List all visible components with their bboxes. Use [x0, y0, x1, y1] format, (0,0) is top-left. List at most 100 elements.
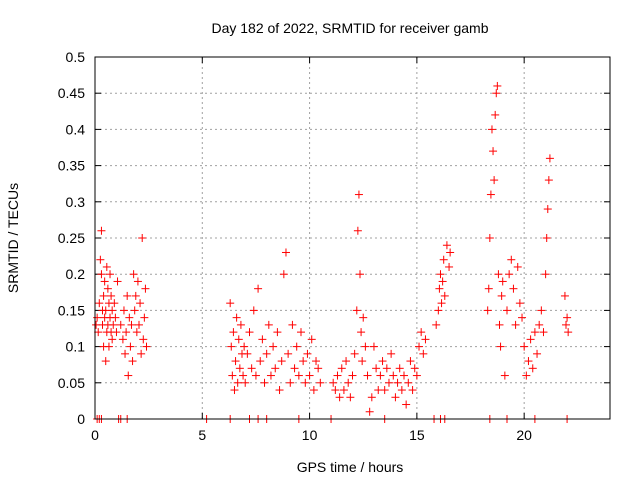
- data-point: [119, 306, 128, 315]
- data-point: [491, 110, 500, 119]
- data-point: [436, 270, 445, 279]
- y-tick-label: 0.45: [58, 85, 85, 101]
- data-point: [445, 262, 454, 271]
- data-point: [363, 371, 372, 380]
- y-tick-label: 0.15: [58, 302, 85, 318]
- data-point: [402, 400, 411, 409]
- data-point: [415, 342, 424, 351]
- data-point: [535, 320, 544, 329]
- data-point: [357, 328, 366, 337]
- data-point: [307, 335, 316, 344]
- data-point: [389, 371, 398, 380]
- data-point: [125, 313, 134, 322]
- data-point: [342, 357, 351, 366]
- data-point: [537, 306, 546, 315]
- data-point: [228, 371, 237, 380]
- data-point: [97, 270, 106, 279]
- data-point: [354, 190, 363, 199]
- data-point: [111, 313, 120, 322]
- data-point: [258, 335, 267, 344]
- y-tick-label: 0.35: [58, 158, 85, 174]
- data-point: [333, 371, 342, 380]
- data-point: [446, 248, 455, 257]
- data-point: [264, 320, 273, 329]
- data-point: [494, 270, 503, 279]
- data-point: [126, 342, 135, 351]
- data-point: [286, 378, 295, 387]
- data-point: [492, 89, 501, 98]
- data-point: [344, 378, 353, 387]
- data-point: [271, 364, 280, 373]
- data-point: [352, 306, 361, 315]
- data-point: [93, 313, 102, 322]
- data-point: [509, 284, 518, 293]
- data-point: [140, 313, 149, 322]
- data-point: [518, 313, 527, 322]
- data-point: [417, 328, 426, 337]
- data-point: [522, 371, 531, 380]
- data-point: [95, 299, 104, 308]
- data-point: [241, 378, 250, 387]
- data-point: [503, 306, 511, 315]
- x-tick-label: 15: [409, 427, 425, 443]
- data-point: [435, 284, 444, 293]
- data-point: [139, 335, 148, 344]
- data-point: [539, 328, 548, 337]
- data-point: [102, 262, 111, 271]
- data-point: [245, 328, 254, 337]
- data-point: [439, 255, 448, 264]
- data-point: [231, 357, 240, 366]
- data-point: [116, 320, 125, 329]
- data-point: [122, 328, 131, 337]
- data-point: [391, 393, 400, 402]
- data-point: [277, 357, 286, 366]
- data-point: [129, 270, 138, 279]
- y-tick-label: 0: [77, 411, 85, 427]
- data-point: [138, 234, 147, 242]
- data-point: [359, 313, 368, 322]
- data-point: [432, 320, 441, 329]
- data-point: [410, 364, 419, 373]
- data-point: [232, 313, 241, 322]
- data-point: [545, 154, 554, 163]
- data-point: [305, 371, 314, 380]
- y-axis-label: SRMTID / TECUs: [5, 183, 21, 293]
- data-point: [541, 270, 550, 279]
- data-point: [419, 349, 428, 358]
- data-point: [284, 349, 293, 358]
- data-point: [101, 357, 110, 366]
- data-point: [500, 371, 509, 380]
- data-point: [303, 349, 312, 358]
- data-point: [361, 342, 370, 351]
- data-point: [240, 342, 249, 351]
- y-tick-label: 0.3: [66, 194, 86, 210]
- data-point: [348, 371, 357, 380]
- y-tick-label: 0.2: [66, 266, 86, 282]
- data-point: [104, 342, 113, 351]
- data-point: [314, 364, 323, 373]
- data-point: [260, 378, 269, 387]
- data-point: [236, 320, 245, 329]
- data-point: [562, 320, 571, 329]
- data-point: [564, 328, 573, 337]
- data-point: [384, 378, 393, 387]
- data-point: [230, 386, 239, 395]
- data-point: [131, 291, 140, 300]
- data-point: [251, 371, 260, 380]
- x-tick-label: 10: [302, 427, 318, 443]
- data-point: [484, 284, 493, 293]
- data-point: [496, 342, 505, 351]
- data-point: [108, 335, 117, 344]
- data-point: [526, 335, 535, 344]
- data-point: [520, 342, 529, 351]
- data-point: [109, 320, 118, 329]
- data-point: [544, 176, 553, 185]
- grid: [95, 57, 610, 419]
- data-point: [110, 299, 119, 308]
- x-tick-label: 0: [91, 427, 99, 443]
- data-point: [543, 205, 552, 214]
- data-point: [434, 306, 443, 315]
- data-point: [94, 328, 103, 337]
- data-point: [254, 284, 263, 293]
- data-point: [498, 277, 507, 286]
